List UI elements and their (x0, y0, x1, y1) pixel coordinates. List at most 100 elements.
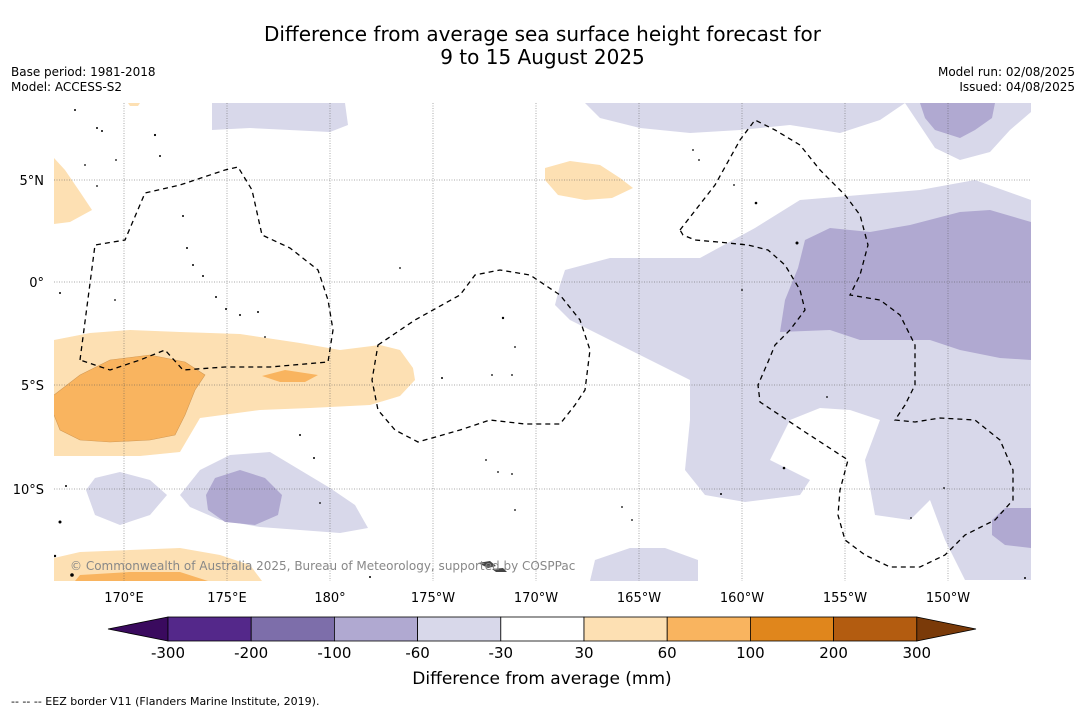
island-speck (698, 159, 700, 161)
colorbar-tick-label: 100 (736, 644, 765, 662)
lon-label-155w: 155°W (823, 591, 867, 606)
region-neg-north-180 (212, 103, 348, 132)
colorbar-title: Difference from average (mm) (412, 669, 671, 689)
island-speck (441, 377, 443, 379)
island-speck (74, 109, 76, 111)
lon-label-160w: 160°W (720, 591, 764, 606)
island-speck (239, 314, 241, 316)
island-speck (631, 519, 633, 521)
colorbar-swatch (833, 616, 918, 642)
island-speck (733, 184, 735, 186)
island-speck (497, 471, 499, 473)
island-speck (299, 434, 301, 436)
gridlines (54, 103, 1031, 581)
island-speck (511, 473, 513, 475)
contour-pos-medium (54, 354, 206, 443)
lon-label-170w: 170°W (514, 591, 558, 606)
island-speck (264, 336, 266, 338)
island-speck (202, 275, 204, 277)
island-speck (399, 267, 401, 269)
positive-medium-regions (54, 355, 318, 581)
colorbar-tick-label: -30 (489, 644, 514, 662)
eez-footnote: -- -- -- EEZ border V11 (Flanders Marine… (11, 695, 320, 708)
title-line1: Difference from average sea surface heig… (263, 22, 822, 46)
island-samoa-2 (492, 568, 507, 572)
island-speck (621, 506, 623, 508)
island-speck (115, 159, 117, 161)
colorbar-swatch (250, 616, 335, 642)
lat-label-5s: 5°S (21, 379, 44, 394)
region-neg-north-160w (585, 103, 905, 133)
island-speck (159, 155, 161, 157)
island-speck (369, 576, 371, 578)
island-speck (910, 517, 912, 519)
model-run-text: Model run: 02/08/2025 (937, 65, 1075, 79)
colorbar-tick-label: 200 (819, 644, 848, 662)
region-pos-medium-west (54, 355, 205, 442)
colorbar: -300 -200 -100 -60 -30 30 60 100 200 300… (107, 616, 977, 689)
island-speck (65, 485, 67, 487)
region-neg-medium-south-180 (206, 470, 282, 525)
island-speck (514, 346, 516, 348)
model-text: Model: ACCESS-S2 (11, 80, 123, 94)
colorbar-tick-label: -60 (405, 644, 430, 662)
colorbar-swatch (417, 616, 502, 642)
colorbar-swatch (583, 616, 668, 642)
lon-label-175e: 175°E (207, 591, 247, 606)
islands (54, 109, 1026, 579)
island-speck (114, 299, 116, 301)
copyright-text: © Commonwealth of Australia 2025, Bureau… (70, 559, 575, 573)
island-speck (943, 487, 945, 489)
colorbar-tick-label: -300 (151, 644, 185, 662)
lon-label-180: 180° (314, 591, 345, 606)
colorbar-swatch (500, 616, 585, 642)
eez-borders (79, 119, 1014, 568)
lat-label-0: 0° (29, 276, 44, 291)
base-period-text: Base period: 1981-2018 (11, 65, 156, 79)
lon-label-165w: 165°W (617, 591, 661, 606)
island-speck (485, 459, 487, 461)
region-neg-medium-southeast (992, 508, 1031, 548)
island-speck (511, 374, 513, 376)
island-speck (501, 316, 505, 320)
region-neg-medium-northeast (920, 103, 995, 138)
island-speck (96, 127, 98, 129)
island-speck (257, 311, 259, 313)
island-speck (96, 185, 98, 187)
longitude-labels: 170°E 175°E 180° 175°W 170°W 165°W 160°W… (104, 591, 970, 606)
island-samoa (478, 561, 496, 568)
latitude-labels: 5°N 0° 5°S 10°S (13, 174, 44, 498)
island-speck (84, 164, 86, 166)
island-speck (186, 247, 188, 249)
region-neg-south-165w (590, 548, 698, 581)
island-speck (720, 493, 722, 495)
island-speck (1024, 577, 1026, 579)
island-speck (192, 264, 194, 266)
colorbar-swatch (750, 616, 835, 642)
island-speck (491, 374, 493, 376)
island-speck (741, 289, 743, 291)
island-speck (58, 520, 62, 524)
island-speck (514, 509, 516, 511)
island-speck (782, 466, 786, 470)
island-speck (795, 241, 799, 245)
colorbar-tick-label: -100 (317, 644, 351, 662)
meta-right: Model run: 02/08/2025 Issued: 04/08/2025 (938, 65, 1075, 95)
region-neg-south-west-small (86, 472, 167, 525)
colorbar-tick-label: 60 (658, 644, 677, 662)
region-neg-medium-east (780, 210, 1031, 360)
eez-tokelau (371, 269, 591, 443)
island-speck (59, 292, 61, 294)
lon-label-170e: 170°E (104, 591, 144, 606)
lat-label-5n: 5°N (20, 174, 45, 189)
eez-tuvalu-kiribati-west (79, 166, 334, 371)
island-speck (70, 573, 74, 577)
island-speck (215, 296, 217, 298)
island-speck (313, 457, 315, 459)
colorbar-swatch (666, 616, 751, 642)
negative-medium-regions (206, 103, 1031, 548)
region-pos-light-tiny (128, 103, 140, 106)
lat-label-10s: 10°S (13, 483, 44, 498)
region-pos-light-southwest (54, 548, 262, 581)
